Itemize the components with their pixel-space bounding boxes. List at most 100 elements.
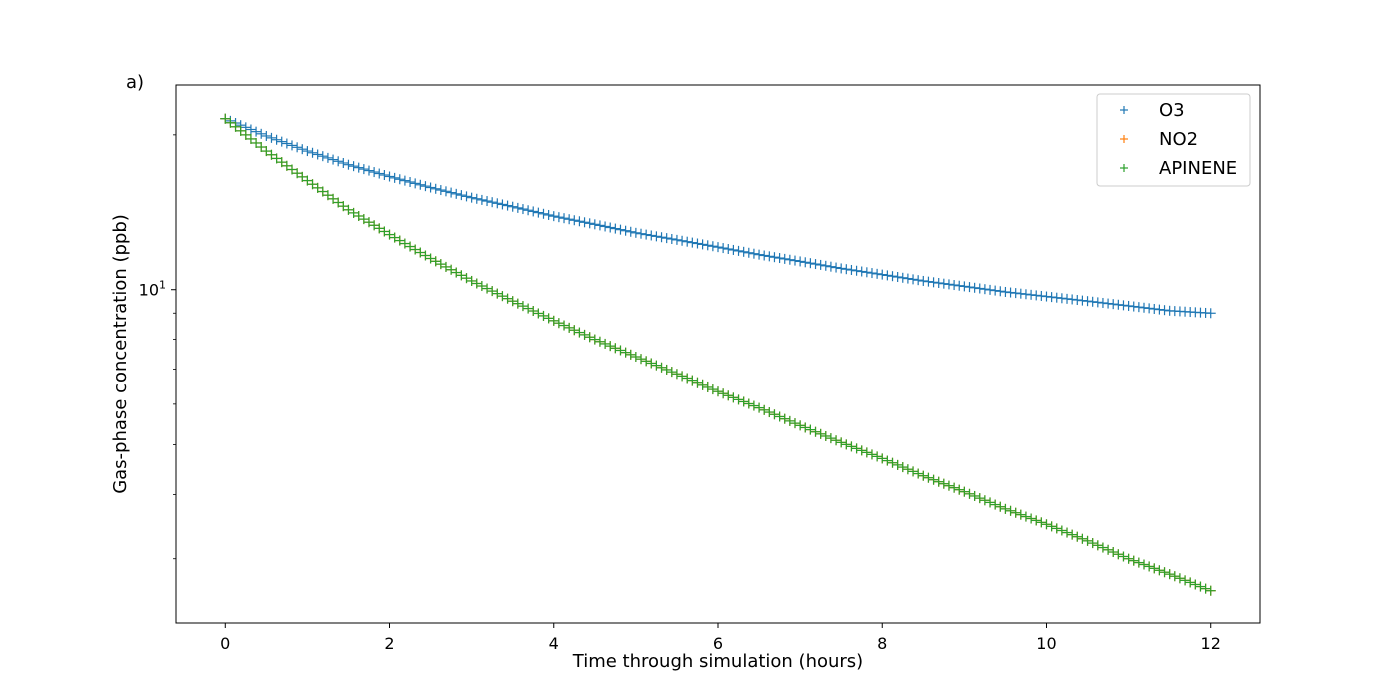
- data-point: [692, 238, 703, 249]
- data-point: [974, 283, 985, 294]
- data-point: [784, 415, 795, 426]
- data-point: [584, 332, 595, 343]
- data-point: [636, 228, 647, 239]
- data-point: [487, 197, 498, 208]
- data-point: [517, 301, 528, 312]
- data-point: [851, 265, 862, 276]
- data-point: [661, 364, 672, 375]
- data-point: [430, 256, 441, 267]
- data-point: [220, 113, 231, 124]
- data-point: [600, 338, 611, 349]
- data-point: [754, 402, 765, 413]
- data-point: [877, 453, 888, 464]
- data-point: [769, 409, 780, 420]
- data-point: [548, 211, 559, 222]
- data-point: [410, 178, 421, 189]
- data-point: [779, 253, 790, 264]
- data-point: [671, 369, 682, 380]
- data-point: [866, 449, 877, 460]
- data-point: [687, 237, 698, 248]
- data-point: [435, 259, 446, 270]
- data-point: [943, 279, 954, 290]
- data-point: [748, 248, 759, 259]
- data-point: [512, 298, 523, 309]
- data-point: [471, 193, 482, 204]
- data-point: [322, 190, 333, 201]
- data-point: [292, 142, 303, 153]
- data-point: [235, 125, 246, 136]
- plot-area-frame: [175, 84, 1261, 624]
- data-point: [266, 132, 277, 143]
- data-point: [1133, 557, 1144, 568]
- data-point: [251, 126, 262, 137]
- data-point: [369, 220, 380, 231]
- legend-marker-apinene: [1120, 164, 1128, 172]
- data-point: [1200, 583, 1211, 594]
- data-point: [286, 140, 297, 151]
- data-point: [415, 179, 426, 190]
- data-point: [815, 428, 826, 439]
- data-point: [482, 196, 493, 207]
- data-point: [933, 277, 944, 288]
- data-point: [677, 371, 688, 382]
- data-point: [985, 284, 996, 295]
- data-point: [774, 411, 785, 422]
- data-point: [358, 214, 369, 225]
- data-point: [938, 278, 949, 289]
- data-point: [446, 264, 457, 275]
- data-point: [543, 313, 554, 324]
- data-point: [610, 223, 621, 234]
- data-point: [1205, 308, 1216, 319]
- data-point: [451, 188, 462, 199]
- data-point: [841, 264, 852, 275]
- data-point: [630, 351, 641, 362]
- data-point: [707, 384, 718, 395]
- data-point: [666, 367, 677, 378]
- data-point: [492, 198, 503, 209]
- data-point: [641, 229, 652, 240]
- data-point: [841, 439, 852, 450]
- data-point: [630, 227, 641, 238]
- data-point: [548, 315, 559, 326]
- data-point: [1144, 303, 1155, 314]
- axis-ticks: 0 2 4 6 8 10 12 101: [139, 279, 1221, 653]
- y-tick-label: 101: [139, 279, 166, 300]
- data-point: [302, 146, 313, 157]
- data-point: [559, 213, 570, 224]
- data-point: [625, 349, 636, 360]
- data-point: [733, 394, 744, 405]
- data-point: [825, 261, 836, 272]
- data-point: [1139, 302, 1150, 313]
- data-point: [297, 171, 308, 182]
- data-point: [502, 200, 513, 211]
- data-point: [877, 269, 888, 280]
- data-point: [307, 179, 318, 190]
- data-point: [784, 254, 795, 265]
- data-point: [959, 281, 970, 292]
- data-point: [995, 286, 1006, 297]
- data-point: [1128, 301, 1139, 312]
- data-point: [1015, 509, 1026, 520]
- data-point: [738, 246, 749, 257]
- data-point: [317, 151, 328, 162]
- data-point: [328, 154, 339, 165]
- data-point: [574, 327, 585, 338]
- data-point: [969, 282, 980, 293]
- data-point: [1174, 573, 1185, 584]
- data-point: [251, 137, 262, 148]
- data-point: [533, 308, 544, 319]
- x-axis-label: Time through simulation (hours): [572, 651, 863, 672]
- data-point: [897, 462, 908, 473]
- data-point: [800, 257, 811, 268]
- data-point: [949, 482, 960, 493]
- data-point: [908, 274, 919, 285]
- data-point: [1103, 544, 1114, 555]
- data-point: [990, 499, 1001, 510]
- data-point: [245, 124, 256, 135]
- data-point: [620, 347, 631, 358]
- data-point: [394, 174, 405, 185]
- data-point: [1097, 542, 1108, 553]
- data-point: [831, 435, 842, 446]
- data-point: [369, 167, 380, 178]
- data-point: [789, 255, 800, 266]
